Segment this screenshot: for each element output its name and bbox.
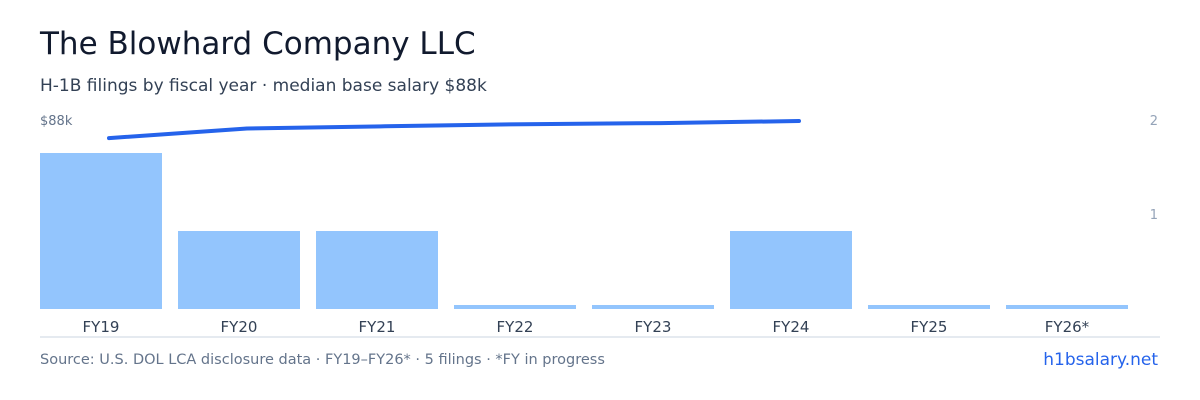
x-tick-label: FY23	[635, 318, 672, 336]
right-axis-tick: 1	[1150, 208, 1158, 223]
chart-title: The Blowhard Company LLC	[40, 26, 476, 62]
x-tick-label: FY26*	[1045, 318, 1090, 336]
brand-link[interactable]: h1bsalary.net	[1043, 350, 1158, 370]
x-tick-label: FY19	[83, 318, 120, 336]
bar-fy21	[316, 231, 438, 309]
bar-fy26	[1006, 305, 1128, 309]
bar-fy23	[592, 305, 714, 309]
bar-fy20	[178, 231, 300, 309]
bar-fy22	[454, 305, 576, 309]
bar-fy24	[730, 231, 852, 309]
source-note: Source: U.S. DOL LCA disclosure data · F…	[40, 352, 605, 368]
chart-subtitle: H-1B filings by fiscal year · median bas…	[40, 76, 487, 96]
x-tick-label: FY22	[497, 318, 534, 336]
x-tick-label: FY24	[773, 318, 810, 336]
x-tick-label: FY25	[911, 318, 948, 336]
x-tick-label: FY21	[359, 318, 396, 336]
x-tick-label: FY20	[221, 318, 258, 336]
bar-fy25	[868, 305, 990, 309]
bar-fy19	[40, 153, 162, 309]
right-axis-tick: 2	[1150, 114, 1158, 129]
left-axis-label: $88k	[40, 114, 73, 129]
salary-line	[107, 119, 801, 141]
